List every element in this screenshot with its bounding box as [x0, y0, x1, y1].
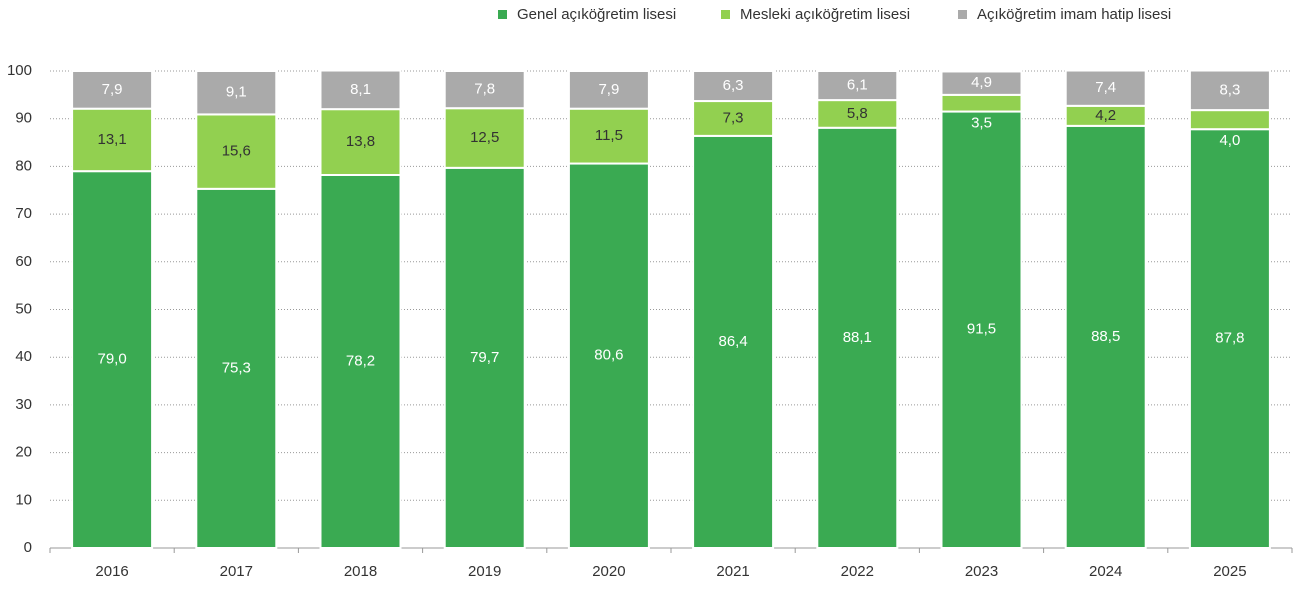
legend-label: Mesleki açıköğretim lisesi — [740, 6, 910, 23]
data-label: 8,1 — [350, 81, 371, 98]
data-label: 9,1 — [226, 84, 247, 101]
x-tick-label: 2019 — [468, 563, 501, 580]
bar-segment — [319, 69, 402, 111]
bar-segment — [71, 70, 154, 110]
bar-segment — [1188, 109, 1271, 131]
data-label: 15,6 — [222, 143, 251, 160]
data-label: 8,3 — [1219, 81, 1240, 98]
bar-segment — [567, 107, 650, 165]
y-tick-label: 100 — [7, 62, 32, 79]
bar-segment — [940, 93, 1023, 113]
bar-segment — [1188, 69, 1271, 112]
y-tick-label: 10 — [15, 491, 32, 508]
x-tick-label: 2022 — [841, 563, 874, 580]
data-label: 11,5 — [595, 127, 623, 144]
bar-segment — [940, 110, 1023, 549]
legend-label: Açıköğretim imam hatip lisesi — [977, 6, 1171, 23]
y-tick-label: 70 — [15, 205, 32, 222]
legend-label: Genel açıköğretim lisesi — [517, 6, 676, 23]
data-label: 4,9 — [971, 74, 992, 91]
bar-segment — [319, 173, 402, 549]
data-label: 91,5 — [967, 321, 996, 338]
bar-segment — [195, 113, 278, 190]
legend-swatch — [958, 10, 967, 19]
bar-segment — [443, 107, 526, 169]
data-label: 7,8 — [474, 81, 495, 98]
data-label: 87,8 — [1215, 330, 1244, 347]
legend-swatch — [721, 10, 730, 19]
data-label: 7,3 — [723, 109, 744, 126]
data-label: 78,2 — [346, 352, 375, 369]
x-tick-label: 2016 — [95, 563, 128, 580]
bar-segment — [1064, 124, 1147, 549]
bar-segment — [1064, 69, 1147, 107]
data-label: 79,0 — [97, 351, 126, 368]
data-label: 88,1 — [843, 329, 872, 346]
bar-segment — [443, 166, 526, 549]
data-label: 7,4 — [1095, 79, 1116, 96]
data-label: 86,4 — [718, 333, 747, 350]
legend-swatch — [498, 10, 507, 19]
x-tick-label: 2024 — [1089, 563, 1122, 580]
bar-segment — [71, 170, 154, 549]
x-tick-label: 2020 — [592, 563, 625, 580]
data-label: 6,3 — [723, 77, 744, 94]
bar-segment — [1188, 128, 1271, 549]
bar-segment — [195, 70, 278, 116]
data-label: 5,8 — [847, 105, 868, 122]
data-label: 80,6 — [594, 347, 623, 364]
y-tick-label: 90 — [15, 110, 32, 127]
data-label: 75,3 — [222, 359, 251, 376]
y-tick-label: 60 — [15, 253, 32, 270]
y-tick-label: 80 — [15, 157, 32, 174]
y-tick-label: 30 — [15, 396, 32, 413]
x-tick-label: 2025 — [1213, 563, 1246, 580]
bar-segment — [816, 126, 899, 549]
data-label: 13,8 — [346, 133, 375, 150]
data-label: 4,2 — [1095, 107, 1116, 124]
bar-segment — [692, 70, 775, 103]
y-tick-label: 20 — [15, 444, 32, 461]
data-label: 4,0 — [1219, 132, 1240, 149]
data-label: 6,1 — [847, 77, 868, 94]
x-tick-label: 2018 — [344, 563, 377, 580]
y-tick-label: 40 — [15, 348, 32, 365]
data-label: 3,5 — [971, 115, 992, 132]
data-label: 79,7 — [470, 349, 499, 366]
x-tick-label: 2023 — [965, 563, 998, 580]
x-tick-label: 2017 — [220, 563, 253, 580]
bar-segment — [692, 134, 775, 549]
data-label: 7,9 — [102, 81, 123, 98]
bar-segment — [567, 70, 650, 110]
data-label: 7,9 — [598, 81, 619, 98]
bar-segment — [443, 70, 526, 110]
y-tick-label: 50 — [15, 300, 32, 317]
bar-segment — [567, 162, 650, 549]
data-label: 12,5 — [470, 129, 499, 146]
data-label: 13,1 — [97, 131, 126, 148]
bar-segment — [940, 70, 1023, 96]
y-tick-label: 0 — [24, 539, 32, 556]
data-label: 88,5 — [1091, 328, 1120, 345]
bar-segment — [692, 100, 775, 137]
x-tick-label: 2021 — [716, 563, 749, 580]
bar-segment — [816, 70, 899, 102]
